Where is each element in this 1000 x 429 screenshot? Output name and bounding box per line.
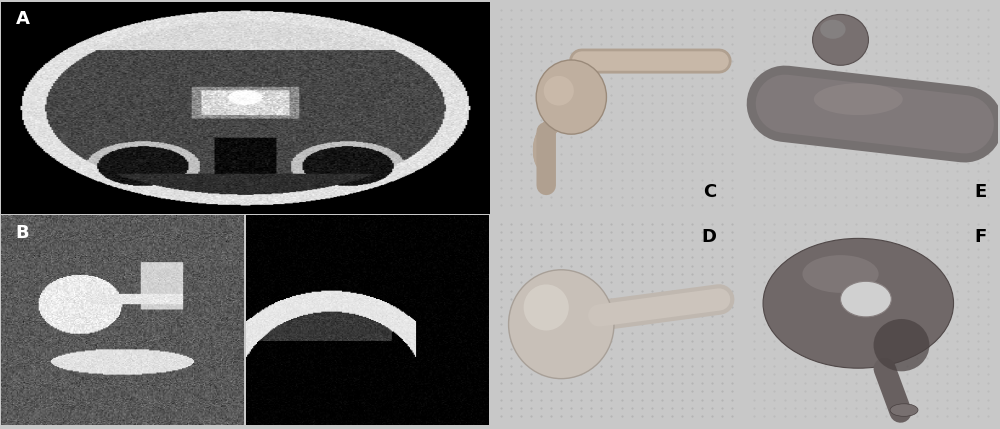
FancyArrowPatch shape: [599, 299, 719, 315]
Ellipse shape: [820, 20, 846, 39]
Ellipse shape: [814, 83, 903, 115]
FancyArrowPatch shape: [552, 124, 554, 126]
FancyArrowPatch shape: [549, 127, 550, 129]
Text: B: B: [16, 224, 29, 242]
FancyArrowPatch shape: [558, 119, 560, 121]
Ellipse shape: [536, 60, 606, 134]
Text: F: F: [974, 228, 986, 246]
FancyArrowPatch shape: [547, 129, 549, 131]
FancyArrowPatch shape: [885, 369, 901, 412]
Ellipse shape: [509, 270, 614, 379]
Ellipse shape: [802, 255, 879, 293]
Ellipse shape: [813, 15, 868, 65]
Ellipse shape: [841, 281, 891, 317]
FancyArrowPatch shape: [546, 131, 547, 133]
FancyArrowPatch shape: [569, 114, 571, 115]
FancyArrowPatch shape: [555, 121, 558, 122]
Ellipse shape: [763, 239, 954, 368]
Ellipse shape: [524, 284, 569, 330]
FancyArrowPatch shape: [545, 133, 546, 135]
FancyArrowPatch shape: [785, 104, 965, 124]
FancyArrowPatch shape: [599, 299, 719, 315]
FancyArrowPatch shape: [554, 122, 555, 124]
Ellipse shape: [874, 319, 929, 372]
FancyArrowPatch shape: [564, 116, 567, 117]
Text: E: E: [974, 183, 986, 201]
Ellipse shape: [890, 404, 918, 416]
FancyArrowPatch shape: [567, 115, 569, 116]
Text: A: A: [16, 10, 30, 28]
Text: C: C: [703, 183, 716, 201]
FancyArrowPatch shape: [562, 117, 564, 118]
FancyArrowPatch shape: [571, 113, 574, 114]
FancyArrowPatch shape: [560, 118, 562, 119]
FancyArrowPatch shape: [785, 104, 965, 124]
Ellipse shape: [544, 76, 574, 106]
Text: D: D: [702, 228, 717, 246]
FancyArrowPatch shape: [550, 126, 552, 127]
